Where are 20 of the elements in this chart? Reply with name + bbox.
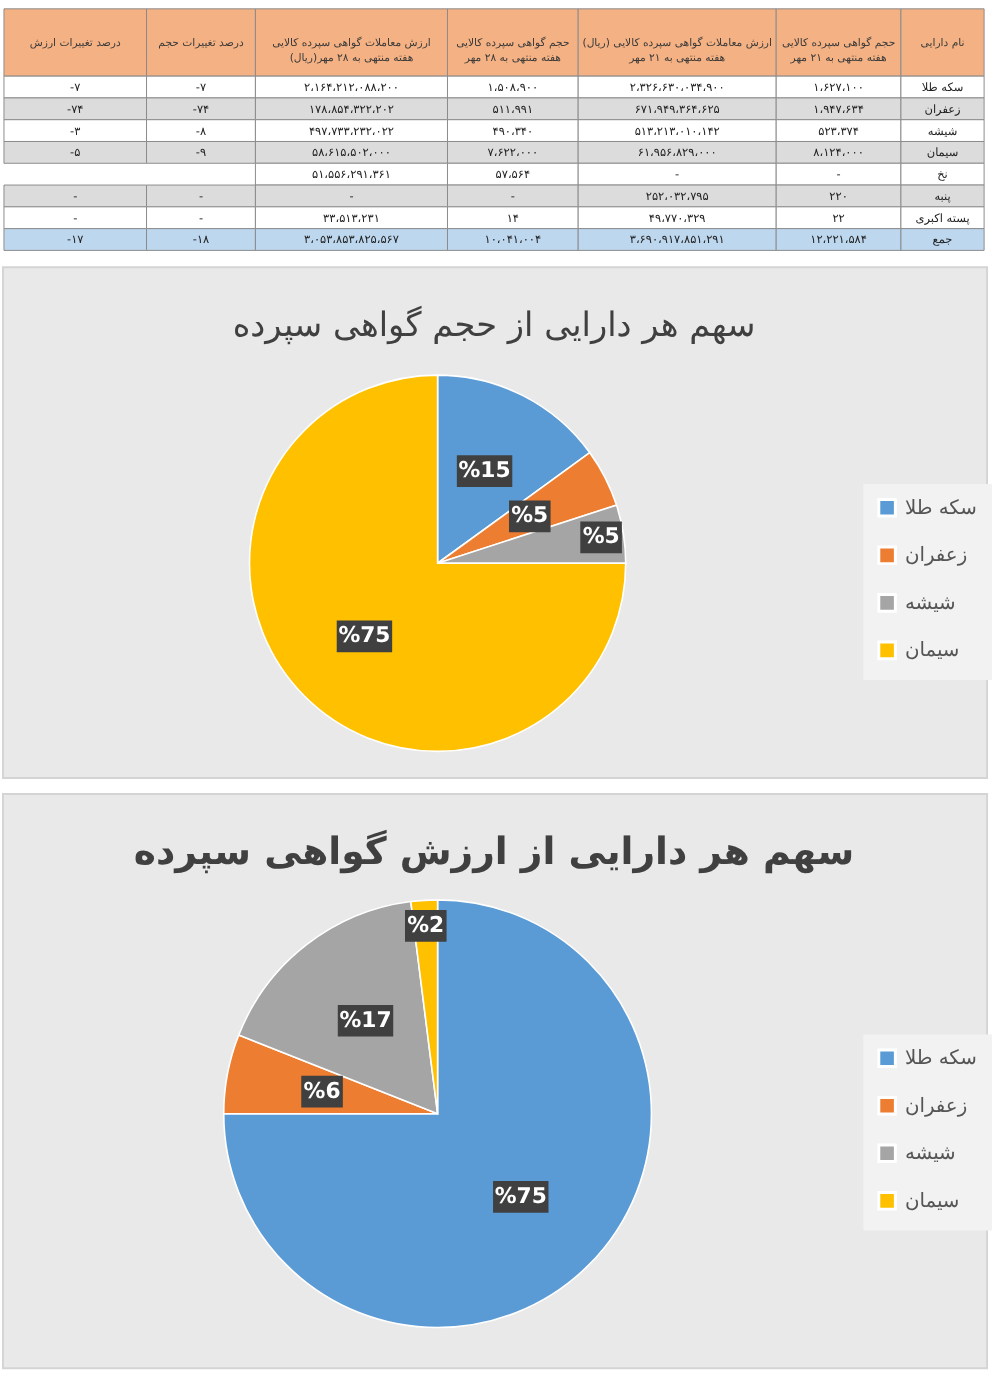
legend-label: زعفران xyxy=(904,1095,968,1118)
data-label: %17 xyxy=(339,1006,392,1033)
data-label: %6 xyxy=(303,1077,341,1104)
chart-title: سهم هر دارایی از حجم گواهی سپرده xyxy=(232,303,756,346)
data-label: %2 xyxy=(407,911,445,938)
data-label: %75 xyxy=(338,622,391,649)
pie-slice xyxy=(248,374,627,752)
legend-label: شیشه xyxy=(904,1143,956,1166)
legend-label: سکه طلا xyxy=(904,497,977,520)
legend-label: سیمان xyxy=(904,1190,960,1213)
data-label: %5 xyxy=(582,523,620,550)
chart-title: سهم هر دارایی از ارزش گواهی سپرده xyxy=(133,828,855,875)
legend-label: سکه طلا xyxy=(904,1048,977,1071)
legend-label: زعفران xyxy=(904,545,968,568)
pie-slice xyxy=(222,899,653,1329)
legend-label: شیشه xyxy=(904,592,956,615)
data-label: %5 xyxy=(511,502,549,529)
legend-label: سیمان xyxy=(904,640,960,663)
data-label: %75 xyxy=(494,1182,547,1209)
data-label: %15 xyxy=(458,457,511,484)
